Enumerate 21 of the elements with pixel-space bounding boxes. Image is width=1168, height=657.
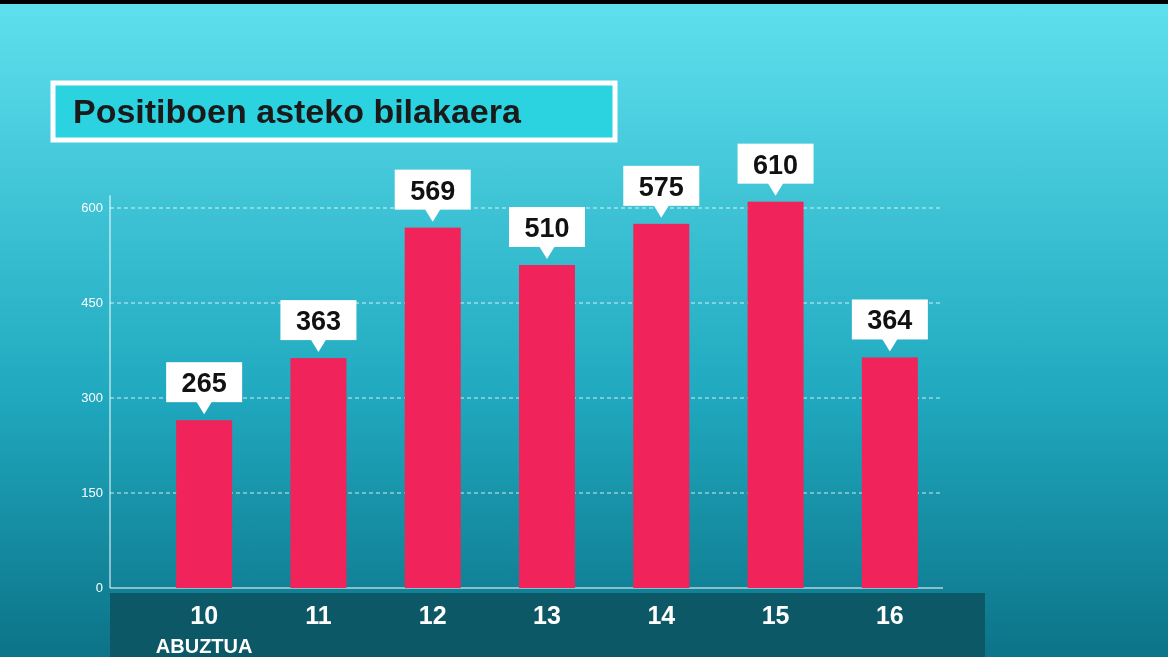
x-tick-label: 15 bbox=[761, 601, 790, 629]
data-label: 569 bbox=[410, 175, 456, 206]
data-label: 510 bbox=[524, 213, 570, 243]
x-tick-label: 11 bbox=[305, 601, 332, 629]
x-tick-label: 12 bbox=[418, 601, 447, 629]
y-tick-label: 600 bbox=[81, 200, 103, 215]
y-tick-label: 300 bbox=[81, 390, 103, 405]
data-label: 610 bbox=[753, 149, 799, 180]
y-tick-label: 150 bbox=[81, 485, 103, 500]
data-label: 364 bbox=[867, 305, 913, 336]
chart-title: Positiboen asteko bilakaera bbox=[73, 92, 522, 130]
y-tick-label: 450 bbox=[81, 295, 103, 310]
data-label: 363 bbox=[295, 306, 341, 337]
data-label: 265 bbox=[181, 368, 227, 399]
x-tick-label: 10 bbox=[190, 601, 219, 629]
x-tick-label: 14 bbox=[647, 601, 676, 629]
data-label: 575 bbox=[638, 171, 684, 202]
text: ABUZTUA bbox=[155, 635, 253, 657]
x-tick-label: 16 bbox=[875, 601, 904, 629]
x-tick-label: 13 bbox=[533, 601, 561, 629]
y-tick-label: 0 bbox=[95, 580, 103, 595]
